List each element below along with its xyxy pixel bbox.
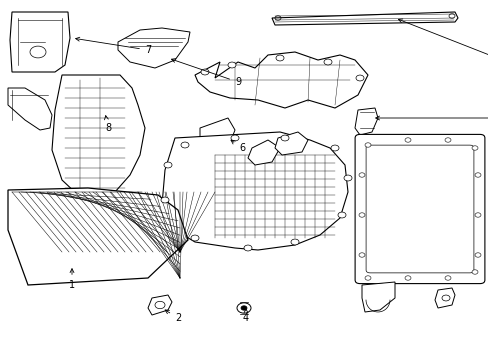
- Polygon shape: [195, 52, 367, 108]
- Circle shape: [161, 197, 169, 203]
- Polygon shape: [434, 288, 454, 308]
- Text: 4: 4: [243, 309, 248, 323]
- Text: 10: 10: [0, 359, 1, 360]
- Circle shape: [441, 295, 449, 301]
- Text: 13: 13: [398, 19, 488, 83]
- Circle shape: [337, 212, 346, 218]
- Circle shape: [364, 143, 370, 147]
- Polygon shape: [8, 188, 187, 285]
- Circle shape: [324, 59, 331, 65]
- Circle shape: [181, 142, 189, 148]
- Polygon shape: [354, 108, 377, 135]
- Circle shape: [201, 69, 208, 75]
- Circle shape: [474, 173, 480, 177]
- Circle shape: [355, 75, 363, 81]
- Circle shape: [364, 276, 370, 280]
- Text: 9: 9: [171, 59, 241, 87]
- Circle shape: [227, 62, 236, 68]
- Polygon shape: [10, 12, 70, 72]
- Text: 2: 2: [165, 310, 181, 323]
- Circle shape: [230, 135, 239, 141]
- Polygon shape: [361, 282, 394, 312]
- Circle shape: [155, 301, 164, 309]
- Circle shape: [281, 135, 288, 141]
- Circle shape: [275, 55, 284, 61]
- Text: 1: 1: [69, 269, 75, 290]
- Polygon shape: [148, 295, 172, 315]
- Circle shape: [343, 175, 351, 181]
- Circle shape: [444, 138, 450, 142]
- Polygon shape: [247, 140, 280, 165]
- Circle shape: [471, 146, 477, 150]
- Circle shape: [474, 213, 480, 217]
- Circle shape: [471, 270, 477, 274]
- Polygon shape: [162, 132, 347, 250]
- Polygon shape: [200, 118, 235, 150]
- Circle shape: [358, 173, 364, 177]
- FancyBboxPatch shape: [354, 134, 484, 284]
- Circle shape: [474, 253, 480, 257]
- Text: 12: 12: [375, 113, 488, 123]
- Text: 8: 8: [104, 116, 111, 133]
- Text: 11: 11: [0, 359, 1, 360]
- Circle shape: [358, 213, 364, 217]
- Circle shape: [163, 162, 172, 168]
- Polygon shape: [52, 75, 145, 200]
- Polygon shape: [118, 28, 190, 68]
- Polygon shape: [274, 132, 307, 155]
- Text: 3: 3: [0, 359, 1, 360]
- Text: 7: 7: [76, 37, 151, 55]
- Text: 5: 5: [0, 359, 1, 360]
- Circle shape: [241, 306, 246, 310]
- Circle shape: [404, 276, 410, 280]
- Circle shape: [237, 303, 250, 313]
- Polygon shape: [8, 88, 52, 130]
- Text: 6: 6: [230, 140, 244, 153]
- Circle shape: [244, 245, 251, 251]
- Circle shape: [191, 235, 199, 241]
- Circle shape: [330, 145, 338, 151]
- Circle shape: [444, 276, 450, 280]
- Polygon shape: [271, 12, 457, 25]
- Circle shape: [358, 253, 364, 257]
- Circle shape: [404, 138, 410, 142]
- Circle shape: [290, 239, 298, 245]
